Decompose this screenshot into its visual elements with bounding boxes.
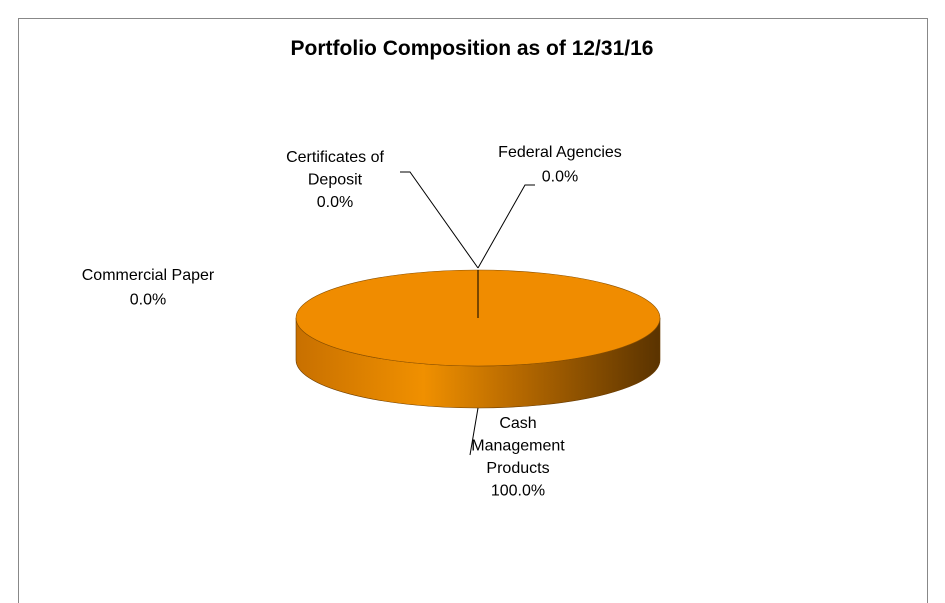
leader-line	[477, 184, 535, 269]
slice-label: Commercial Paper	[82, 267, 215, 284]
slice-label: Federal Agencies	[498, 144, 622, 161]
leader-line	[469, 407, 479, 456]
value-label: 100.0%	[491, 483, 545, 500]
value-label: 0.0%	[542, 169, 578, 186]
slice-label: Cash Management Products	[471, 415, 565, 477]
leader-line	[400, 171, 479, 269]
chart-title: Portfolio Composition as of 12/31/16	[291, 37, 654, 60]
slice-label: Certificates of Deposit	[286, 149, 384, 189]
value-label: 0.0%	[317, 194, 353, 211]
value-label: 0.0%	[130, 292, 166, 309]
